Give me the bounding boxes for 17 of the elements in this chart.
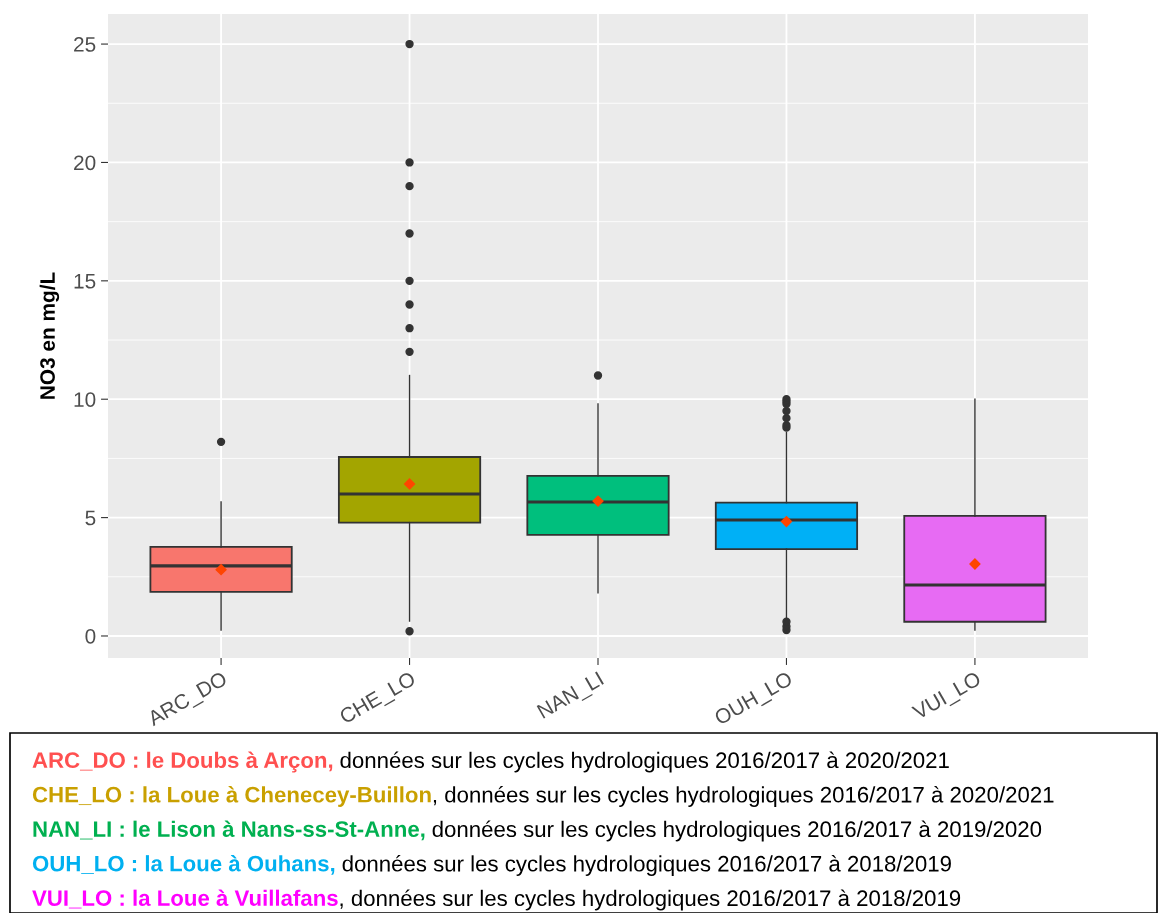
text: OUH_LO : la Loue à Ouhans, bbox=[32, 854, 335, 875]
text: VUI_LO : la Loue à Vuillafans bbox=[32, 889, 338, 909]
text: données sur les cycles hydrologiques 2016/2017 à 2020/2021 bbox=[340, 751, 949, 773]
y-axis-title: NO3 en mg/L bbox=[39, 272, 60, 399]
y-tick-label: 20 bbox=[74, 155, 96, 171]
y-tick-label: 0 bbox=[85, 628, 96, 644]
text: données sur les cycles hydrologiques 2016/2017 à 2018/2019 bbox=[342, 855, 951, 876]
text: , données sur les cycles hydrologiques 2016/2017 à 2020/2021 bbox=[433, 786, 1054, 807]
text: ARC_DO : le Doubs à Arçon, bbox=[32, 751, 333, 773]
y-tick-label: 15 bbox=[74, 274, 96, 289]
y-tick-label: 5 bbox=[85, 510, 96, 526]
text: données sur les cycles hydrologiques 2016/2017 à 2019/2020 bbox=[432, 820, 1042, 842]
text: CHE_LO : la Loue à Chenecey-Buillon bbox=[32, 786, 431, 807]
y-tick-label: 10 bbox=[74, 392, 96, 407]
text: NAN_LI : le Lison à Nans-ss-St-Anne, bbox=[33, 820, 425, 841]
text: , données sur les cycles hydrologiques 2016/2017 à 2018/2019 bbox=[340, 889, 961, 911]
y-tick-label: 25 bbox=[74, 37, 96, 52]
